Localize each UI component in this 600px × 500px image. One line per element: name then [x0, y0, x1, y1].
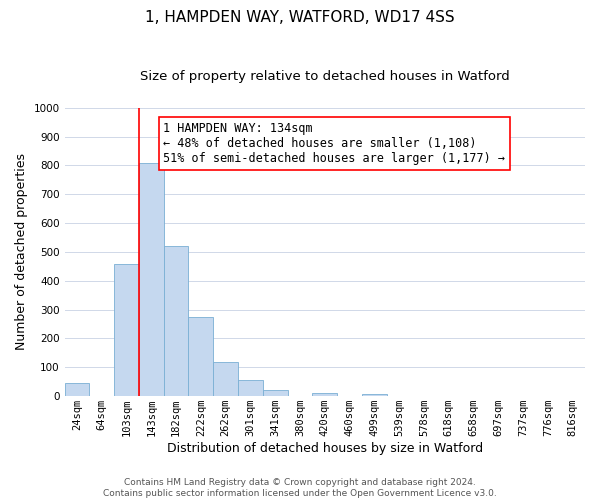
Bar — [238, 380, 263, 396]
Bar — [213, 362, 238, 396]
Text: 1, HAMPDEN WAY, WATFORD, WD17 4SS: 1, HAMPDEN WAY, WATFORD, WD17 4SS — [145, 10, 455, 25]
Text: 1 HAMPDEN WAY: 134sqm
← 48% of detached houses are smaller (1,108)
51% of semi-d: 1 HAMPDEN WAY: 134sqm ← 48% of detached … — [163, 122, 505, 165]
Bar — [362, 394, 387, 396]
Bar — [188, 317, 213, 396]
Bar — [65, 383, 89, 396]
Bar — [313, 392, 337, 396]
Bar — [114, 264, 139, 396]
X-axis label: Distribution of detached houses by size in Watford: Distribution of detached houses by size … — [167, 442, 483, 455]
Y-axis label: Number of detached properties: Number of detached properties — [15, 154, 28, 350]
Bar — [164, 246, 188, 396]
Bar — [139, 162, 164, 396]
Title: Size of property relative to detached houses in Watford: Size of property relative to detached ho… — [140, 70, 509, 83]
Bar — [263, 390, 287, 396]
Text: Contains HM Land Registry data © Crown copyright and database right 2024.
Contai: Contains HM Land Registry data © Crown c… — [103, 478, 497, 498]
